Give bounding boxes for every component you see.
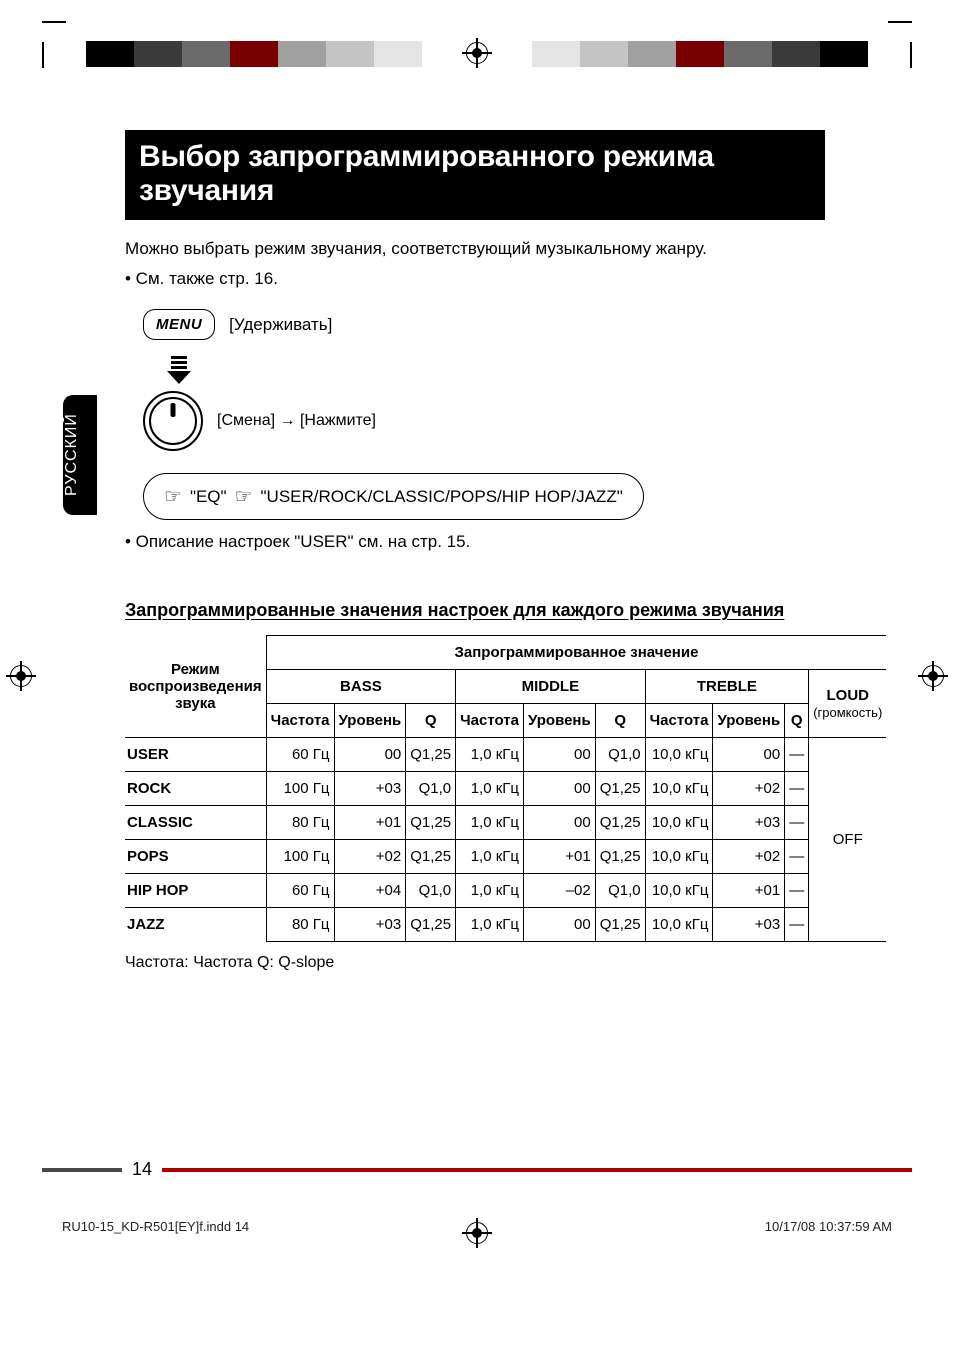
- hdr-preprog: Запрограммированное значение: [266, 636, 886, 670]
- color-swatch: [230, 41, 278, 67]
- page-number-bar: 14: [42, 1159, 912, 1180]
- col-freq: Частота: [266, 704, 334, 738]
- color-swatch: [532, 41, 580, 67]
- intro-line: Можно выбрать режим звучания, соответств…: [125, 236, 825, 262]
- hdr-treble: TREBLE: [645, 670, 809, 704]
- col-level: Уровень: [523, 704, 595, 738]
- col-q: Q: [595, 704, 645, 738]
- color-swatch: [278, 41, 326, 67]
- crop-mark: [42, 42, 44, 68]
- color-swatch: [86, 41, 134, 67]
- hand-pointer-icon: ☞: [164, 484, 182, 509]
- color-swatch: [134, 41, 182, 67]
- dial-knob-icon: [143, 391, 203, 451]
- crop-mark: [910, 42, 912, 68]
- slug-left: RU10-15_KD-R501[EY]f.indd 14: [62, 1219, 249, 1234]
- registration-target-icon: [10, 665, 32, 687]
- table-row: POPS100 Гц+02Q1,251,0 кГц+01Q1,2510,0 кГ…: [125, 840, 886, 874]
- hdr-loud: LOUD (громкость): [809, 670, 887, 738]
- loud-cell: OFF: [809, 738, 887, 942]
- table-row: CLASSIC80 Гц+01Q1,251,0 кГц00Q1,2510,0 к…: [125, 806, 886, 840]
- user-note-bullet: • Описание настроек "USER" см. на стр. 1…: [125, 532, 825, 552]
- color-swatch: [580, 41, 628, 67]
- mode-name: CLASSIC: [125, 806, 266, 840]
- hdr-mode: Режим воспроизведения звука: [125, 636, 266, 738]
- eq-label: "EQ": [190, 487, 227, 507]
- mode-name: POPS: [125, 840, 266, 874]
- slug-right: 10/17/08 10:37:59 AM: [765, 1219, 892, 1234]
- hdr-middle: MIDDLE: [456, 670, 645, 704]
- registration-target-icon: [466, 42, 488, 64]
- col-q: Q: [785, 704, 809, 738]
- mode-name: ROCK: [125, 772, 266, 806]
- mode-name: USER: [125, 738, 266, 772]
- color-bar-right: [532, 41, 868, 67]
- color-swatch: [676, 41, 724, 67]
- language-tab: РУCCКИЙ: [63, 395, 97, 515]
- crop-mark: [888, 21, 912, 23]
- print-slug: RU10-15_KD-R501[EY]f.indd 14 10/17/08 10…: [62, 1219, 892, 1234]
- hold-label: [Удерживать]: [229, 315, 332, 335]
- intro-block: Можно выбрать режим звучания, соответств…: [125, 236, 825, 291]
- color-swatch: [772, 41, 820, 67]
- eq-options-label: "USER/ROCK/CLASSIC/POPS/HIP HOP/JAZZ": [261, 487, 623, 507]
- table-row: USER60 Гц00Q1,251,0 кГц00Q1,010,0 кГц00—…: [125, 738, 886, 772]
- page-title: Выбор запрограммированного режима звучан…: [125, 130, 825, 220]
- col-level: Уровень: [334, 704, 406, 738]
- page-number: 14: [132, 1159, 152, 1180]
- presets-heading: Запрограммированные значения настроек дл…: [125, 600, 825, 621]
- registration-target-icon: [922, 665, 944, 687]
- hand-pointer-icon: ☞: [235, 484, 253, 509]
- eq-presets-table: Режим воспроизведения звука Запрограммир…: [125, 635, 886, 942]
- color-swatch: [628, 41, 676, 67]
- col-q: Q: [406, 704, 456, 738]
- steps-block: MENU [Удерживать] [Смена] → [Нажмите] ☞ …: [143, 309, 825, 520]
- col-level: Уровень: [713, 704, 785, 738]
- table-row: JAZZ80 Гц+03Q1,251,0 кГц00Q1,2510,0 кГц+…: [125, 908, 886, 942]
- color-bar-left: [86, 41, 422, 67]
- table-row: HIP HOP60 Гц+04Q1,01,0 кГц–02Q1,010,0 кГ…: [125, 874, 886, 908]
- color-swatch: [820, 41, 868, 67]
- mode-name: JAZZ: [125, 908, 266, 942]
- col-freq: Частота: [645, 704, 713, 738]
- menu-button-graphic: MENU: [143, 309, 215, 340]
- change-press-label: [Смена] → [Нажмите]: [217, 412, 376, 430]
- color-swatch: [326, 41, 374, 67]
- color-swatch: [182, 41, 230, 67]
- color-swatch: [724, 41, 772, 67]
- mode-name: HIP HOP: [125, 874, 266, 908]
- color-swatch: [374, 41, 422, 67]
- eq-options-pill: ☞ "EQ" ☞ "USER/ROCK/CLASSIC/POPS/HIP HOP…: [143, 473, 644, 520]
- down-arrow-icon: [163, 354, 195, 376]
- table-footnote: Частота: Частота Q: Q-slope: [125, 954, 825, 972]
- crop-mark: [42, 21, 66, 23]
- table-row: ROCK100 Гц+03Q1,01,0 кГц00Q1,2510,0 кГц+…: [125, 772, 886, 806]
- intro-bullet: • См. также стр. 16.: [125, 266, 825, 292]
- hdr-bass: BASS: [266, 670, 455, 704]
- col-freq: Частота: [456, 704, 524, 738]
